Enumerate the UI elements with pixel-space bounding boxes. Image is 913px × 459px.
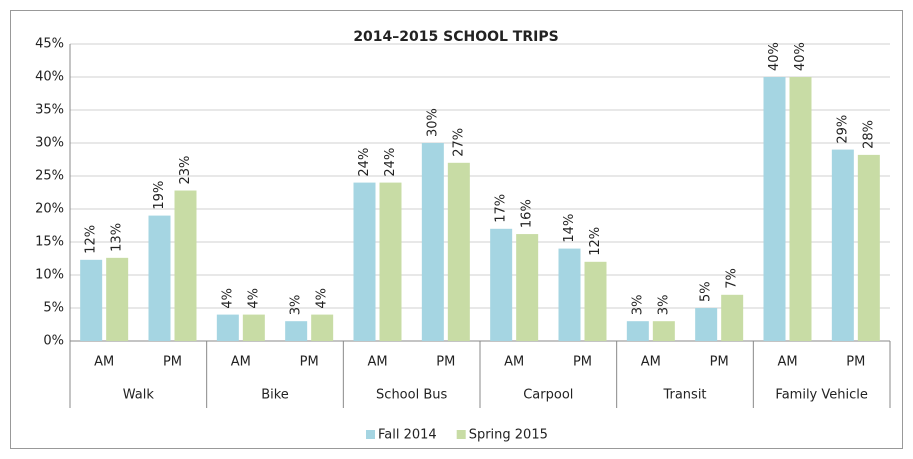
y-tick-label: 0% (43, 334, 64, 349)
bar (831, 149, 854, 341)
bar (285, 321, 308, 341)
bar (763, 77, 786, 341)
bar (421, 143, 444, 341)
bar (516, 234, 539, 341)
x-tick-label: AM (94, 355, 114, 370)
bar (721, 294, 744, 341)
legend-label: Fall 2014 (378, 428, 437, 443)
value-label: 12% (84, 225, 99, 254)
value-label: 19% (152, 181, 167, 210)
x-tick-label: PM (436, 355, 455, 370)
value-label: 3% (630, 295, 645, 316)
bar (311, 314, 334, 341)
y-tick-label: 30% (35, 136, 64, 151)
bar (490, 228, 513, 341)
group-label: Carpool (523, 388, 573, 403)
value-label: 13% (110, 223, 125, 252)
bar (242, 314, 265, 341)
bar (80, 259, 103, 341)
x-tick-label: PM (573, 355, 592, 370)
x-tick-label: AM (641, 355, 661, 370)
group-label: School Bus (376, 388, 447, 403)
bar (379, 182, 402, 341)
group-label: Walk (123, 388, 155, 403)
value-label: 17% (494, 194, 509, 223)
value-label: 40% (793, 42, 808, 71)
y-tick-label: 45% (35, 37, 64, 52)
x-tick-label: AM (777, 355, 797, 370)
value-label: 4% (315, 288, 330, 309)
value-label: 4% (246, 288, 261, 309)
bar (789, 77, 812, 341)
bar (652, 321, 675, 341)
legend-swatch (456, 430, 466, 439)
bar (558, 248, 581, 341)
value-label: 14% (562, 214, 577, 243)
x-tick-label: PM (710, 355, 729, 370)
value-label: 27% (451, 128, 466, 157)
legend-label: Spring 2015 (469, 428, 548, 443)
value-label: 7% (725, 268, 740, 289)
bar (584, 261, 607, 341)
value-label: 5% (699, 281, 714, 302)
x-tick-label: PM (846, 355, 865, 370)
value-label: 24% (357, 148, 372, 177)
x-tick-label: AM (231, 355, 251, 370)
y-tick-label: 20% (35, 202, 64, 217)
group-label: Transit (662, 388, 706, 403)
x-tick-label: AM (504, 355, 524, 370)
value-label: 30% (425, 108, 440, 137)
value-label: 29% (835, 115, 850, 144)
value-label: 40% (767, 42, 782, 71)
bar (695, 308, 718, 341)
bar (447, 162, 470, 341)
x-tick-label: AM (367, 355, 387, 370)
y-tick-label: 40% (35, 70, 64, 85)
y-tick-label: 15% (35, 235, 64, 250)
value-label: 24% (383, 148, 398, 177)
x-tick-label: PM (300, 355, 319, 370)
bar (174, 190, 197, 341)
value-label: 3% (656, 295, 671, 316)
legend-swatch (366, 430, 375, 439)
y-tick-label: 5% (43, 301, 64, 316)
y-tick-label: 10% (35, 268, 64, 283)
group-label: Family Vehicle (775, 388, 867, 403)
y-tick-label: 25% (35, 169, 64, 184)
bar (216, 314, 239, 341)
bar (626, 321, 649, 341)
chart-border (10, 10, 903, 449)
value-label: 12% (588, 227, 603, 256)
chart-title: 2014–2015 SCHOOL TRIPS (353, 29, 558, 45)
value-label: 23% (178, 156, 193, 185)
bar (106, 257, 129, 341)
bar (857, 154, 880, 341)
y-tick-label: 35% (35, 103, 64, 118)
value-label: 3% (289, 295, 304, 316)
value-label: 16% (520, 199, 535, 228)
value-label: 4% (220, 288, 235, 309)
bar (148, 215, 171, 341)
value-label: 28% (861, 120, 876, 149)
group-label: Bike (261, 388, 289, 403)
bar (353, 182, 376, 341)
x-tick-label: PM (163, 355, 182, 370)
